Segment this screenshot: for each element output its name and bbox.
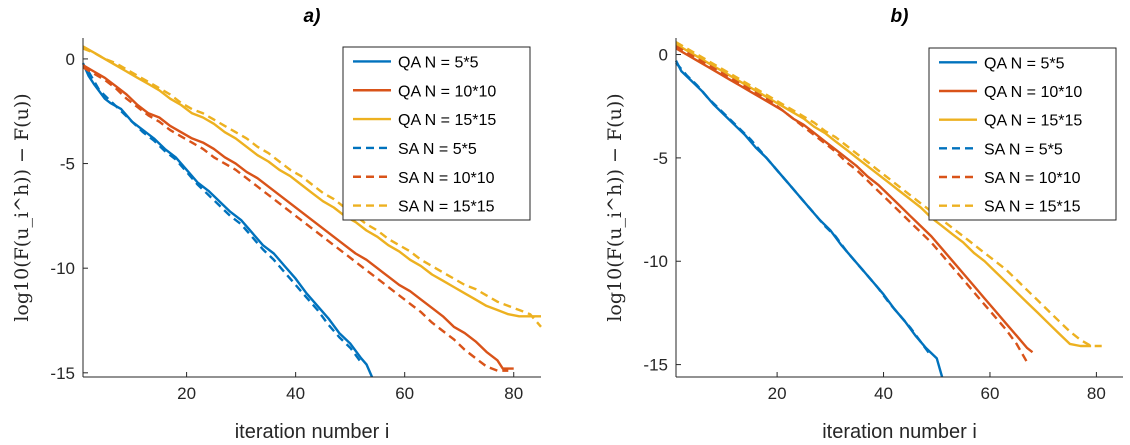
series-line-sa-n-15-15 — [82, 47, 542, 328]
x-tick-label: 40 — [874, 384, 893, 403]
legend-item-label: QA N = 15*15 — [398, 112, 496, 129]
series-line-qa-n-15-15 — [82, 45, 541, 318]
legend-box — [928, 47, 1117, 221]
y-tick-label: -15 — [50, 364, 75, 383]
legend-box — [342, 46, 531, 221]
legend-item-label: SA N = 5*5 — [984, 141, 1063, 158]
series-line-sa-n-5-5 — [87, 70, 363, 364]
y-tick-label: 0 — [659, 46, 668, 65]
x-tick-label: 60 — [981, 384, 1000, 403]
legend-item-label: QA N = 15*15 — [984, 113, 1082, 130]
x-tick-label: 80 — [1087, 384, 1106, 403]
y-axis-label: log10(F(u_i^h)) − F(u)) — [11, 93, 33, 321]
legend-item-label: SA N = 10*10 — [984, 170, 1081, 187]
legend-item-label: SA N = 10*10 — [398, 170, 495, 187]
x-axis-label: iteration number i — [822, 421, 977, 443]
legend-item-label: QA N = 10*10 — [398, 83, 496, 100]
legend-item-label: QA N = 5*5 — [398, 54, 479, 71]
x-tick-label: 60 — [395, 384, 414, 403]
series-line-sa-n-10-10 — [82, 66, 509, 372]
chart-panel-a: 20 40 60 80 0 -5 -10 -15 a) iteration number i log… — [11, 6, 542, 443]
chart-title: a) — [304, 6, 321, 27]
y-tick-label: -10 — [643, 252, 668, 271]
series-line-sa-n-15-15 — [675, 41, 1102, 348]
x-tick-label: 80 — [504, 384, 523, 403]
y-tick-label: -15 — [643, 356, 668, 375]
y-axis-label: log10(F(u_i^h)) − F(u)) — [604, 93, 626, 321]
series-line-qa-n-10-10 — [82, 64, 514, 370]
y-tick-label: -5 — [60, 155, 75, 174]
series-line-qa-n-5-5 — [81, 62, 374, 378]
legend-item-label: SA N = 5*5 — [398, 141, 477, 158]
series-line-qa-n-10-10 — [675, 47, 1034, 354]
x-axis-label: iteration number i — [235, 421, 390, 443]
chart-title: b) — [891, 6, 909, 27]
chart-panel-b: 20 40 60 80 0 -5 -10 -15 b) iteration number i log… — [604, 6, 1123, 443]
legend-item-label: QA N = 10*10 — [984, 84, 1082, 101]
x-tick-label: 40 — [286, 384, 305, 403]
series-line-sa-n-10-10 — [675, 45, 1029, 364]
legend-item-label: SA N = 15*15 — [984, 199, 1081, 216]
y-tick-label: -5 — [653, 149, 668, 168]
series-line-sa-n-5-5 — [675, 62, 933, 358]
legend-item-label: QA N = 5*5 — [984, 55, 1065, 72]
x-tick-label: 20 — [177, 384, 196, 403]
legend-item-label: SA N = 15*15 — [398, 199, 495, 216]
series-line-qa-n-15-15 — [675, 43, 1092, 348]
x-tick-label: 20 — [768, 384, 787, 403]
y-tick-label: -10 — [50, 259, 75, 278]
y-tick-label: 0 — [66, 50, 75, 69]
